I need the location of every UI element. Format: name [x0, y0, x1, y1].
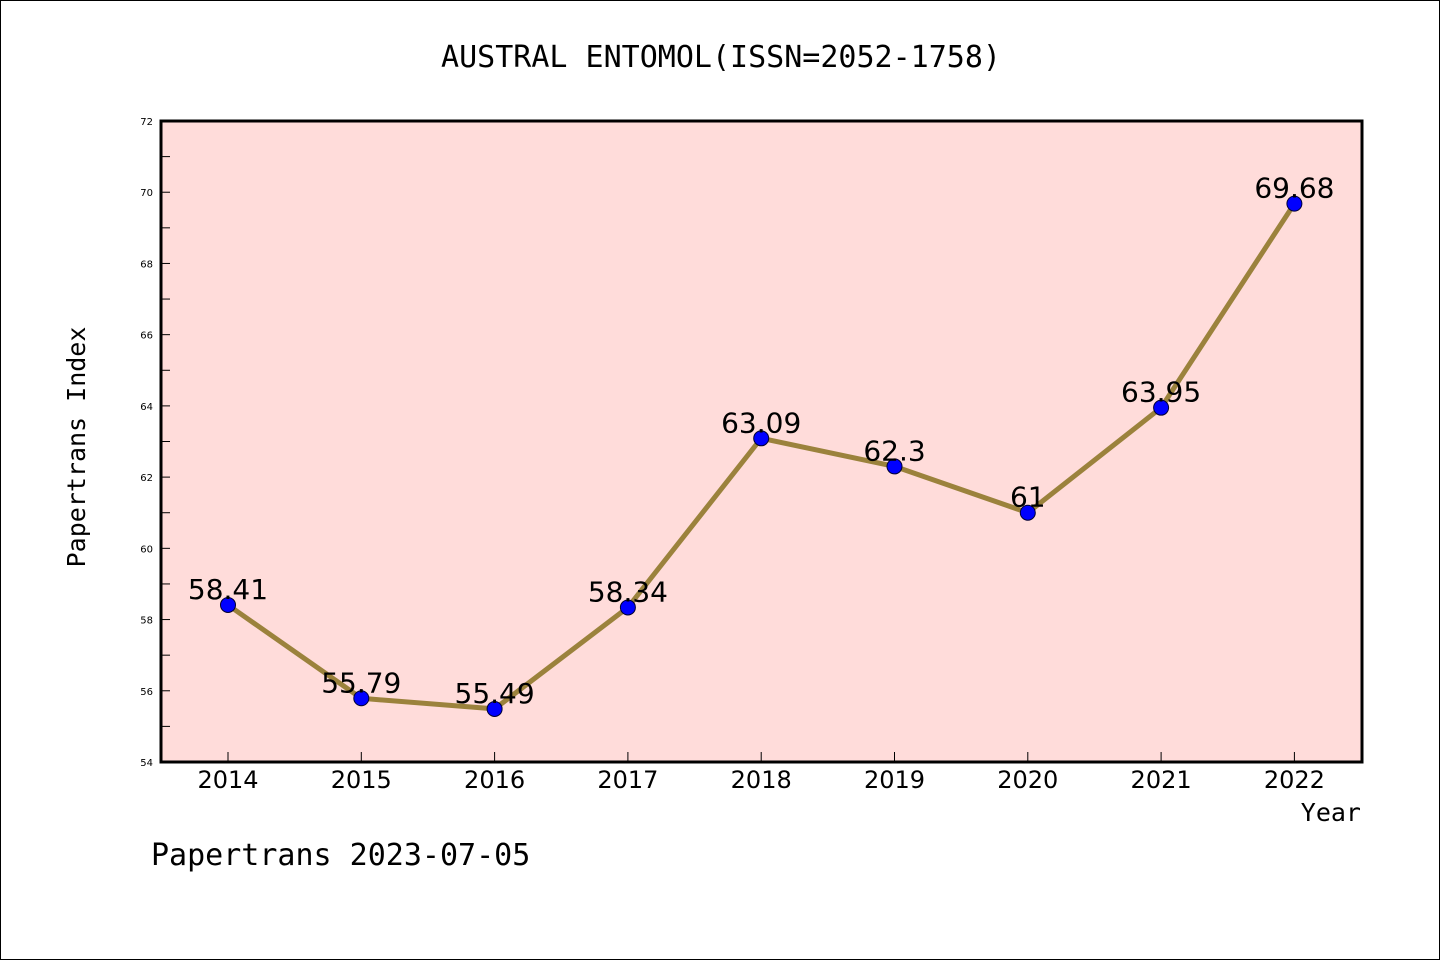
footer-watermark: Papertrans 2023-07-05 — [151, 838, 530, 873]
data-label-layer: 58.41 55.79 55.49 58.34 63.09 62.3 61 63.95 69.6… — [188, 172, 1335, 710]
y-tick-label: 68 — [140, 259, 153, 270]
data-label: 55.49 — [455, 677, 535, 710]
x-axis: 2014 2015 2016 2017 2018 2019 2020 2021 2022 — [197, 752, 1325, 794]
data-point — [619, 599, 636, 616]
y-tick-label: 62 — [140, 473, 153, 484]
y-tick-label: 54 — [140, 758, 153, 769]
x-tick-label: 2018 — [731, 766, 792, 794]
series-layer — [220, 195, 1303, 717]
data-point — [220, 596, 236, 613]
y-tick-label: 64 — [140, 402, 153, 413]
x-tick-label: 2015 — [331, 766, 392, 794]
data-label: 61 — [1010, 481, 1046, 514]
x-axis-title: Year — [1301, 798, 1361, 827]
x-tick-label: 2016 — [464, 766, 525, 794]
y-tick-label: 70 — [140, 188, 153, 199]
y-tick-label: 60 — [140, 544, 153, 555]
data-label: 58.41 — [188, 573, 268, 606]
data-point — [1153, 399, 1170, 416]
chart-title: AUSTRAL ENTOMOL(ISSN=2052-1758) — [441, 40, 1001, 75]
data-label: 63.09 — [721, 406, 801, 439]
data-label: 62.3 — [863, 434, 925, 467]
data-point — [1286, 195, 1303, 212]
data-label: 63.95 — [1121, 376, 1201, 409]
y-tick-label: 58 — [140, 616, 153, 627]
data-point — [753, 430, 770, 447]
data-label: 55.79 — [321, 666, 401, 699]
y-axis: 54 56 58 60 62 64 66 68 70 72 — [140, 117, 170, 769]
x-tick-label: 2020 — [997, 766, 1058, 794]
data-point — [886, 458, 903, 475]
x-tick-label: 2017 — [597, 766, 658, 794]
data-point — [1019, 504, 1036, 521]
x-tick-label: 2022 — [1264, 766, 1325, 794]
y-tick-label: 66 — [140, 331, 153, 342]
data-point — [486, 700, 503, 717]
x-tick-label: 2014 — [197, 766, 258, 794]
data-label: 69.68 — [1254, 172, 1334, 205]
y-tick-label: 56 — [140, 687, 153, 698]
x-tick-label: 2019 — [864, 766, 925, 794]
y-axis-title: Papertrans Index — [62, 327, 91, 568]
y-tick-label: 72 — [140, 117, 153, 128]
data-point — [353, 690, 370, 707]
x-tick-label: 2021 — [1131, 766, 1192, 794]
data-label: 58.34 — [588, 575, 668, 608]
